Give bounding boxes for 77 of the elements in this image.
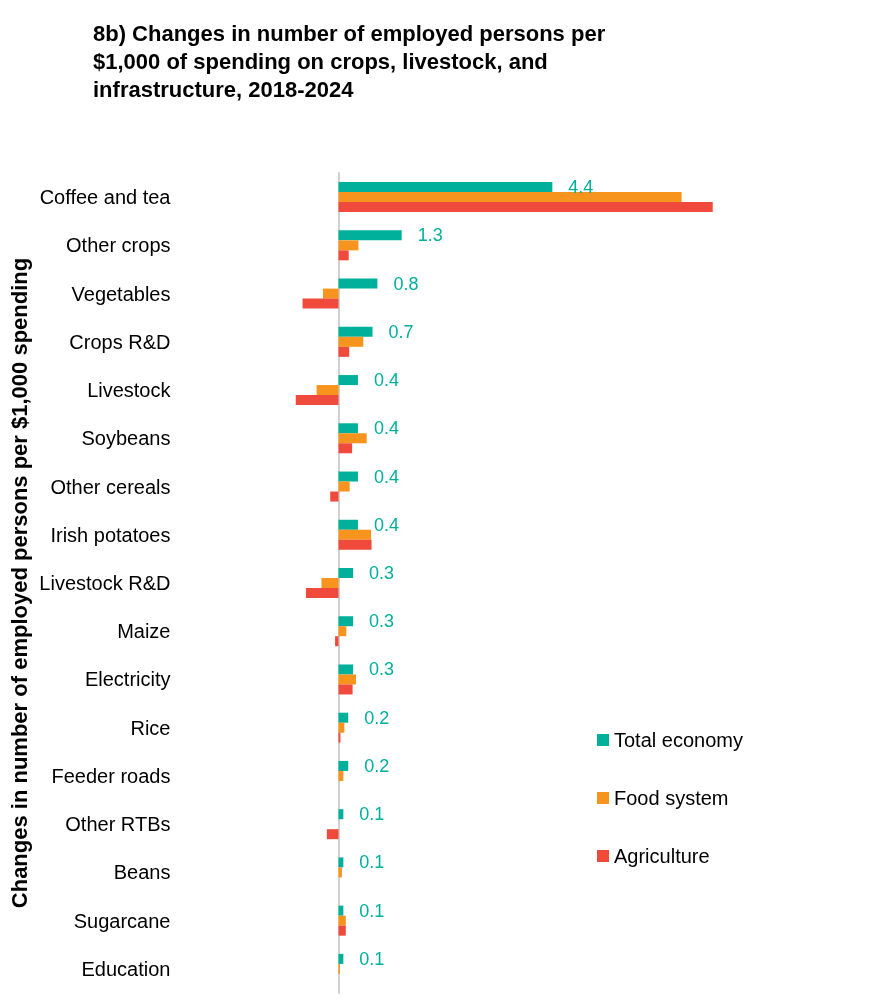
data-label: 0.4 — [373, 514, 399, 535]
bar — [330, 491, 339, 502]
y-tick-label: Beans — [113, 861, 171, 884]
bar — [302, 298, 339, 309]
y-tick-label: Soybeans — [81, 427, 171, 450]
bar — [338, 568, 354, 578]
data-label: 0.4 — [373, 466, 399, 487]
bar — [338, 626, 347, 637]
bar — [338, 760, 349, 771]
y-tick-label: Sugarcane — [73, 909, 171, 932]
y-tick-label: Feeder roads — [51, 764, 171, 787]
bar — [338, 278, 378, 289]
bar — [338, 250, 349, 261]
y-tick-label: Maize — [117, 620, 171, 643]
bar — [295, 395, 339, 406]
bar — [338, 346, 350, 357]
bar — [338, 471, 358, 482]
bar — [338, 336, 364, 347]
bar — [305, 588, 339, 598]
bar — [338, 230, 402, 241]
legend-label: Total economy — [614, 729, 743, 751]
data-label: 0.3 — [369, 611, 395, 632]
data-label: 4.4 — [568, 177, 594, 198]
y-tick-label: Education — [81, 957, 171, 980]
y-tick-label: Other cereals — [50, 475, 171, 498]
bar — [335, 636, 339, 647]
bar — [338, 616, 354, 627]
bar — [338, 674, 356, 685]
bar — [321, 578, 339, 588]
y-tick-label: Other crops — [66, 234, 171, 257]
bar — [338, 240, 359, 251]
bar — [338, 433, 367, 444]
y-tick-label: Crops R&D — [69, 330, 171, 353]
bar — [338, 423, 358, 434]
y-axis-title: Changes in number of employed persons per $1,000 spending — [7, 257, 32, 909]
bar — [338, 925, 346, 936]
bar — [338, 529, 372, 540]
data-label: 0.1 — [359, 900, 385, 921]
y-tick-label: Other RTBs — [65, 813, 171, 836]
bar — [338, 202, 713, 213]
bar — [338, 192, 682, 203]
data-label: 0.8 — [393, 273, 419, 294]
bar — [338, 915, 346, 926]
bar — [338, 326, 373, 337]
y-tick-label: Livestock R&D — [39, 572, 171, 594]
data-label: 0.4 — [373, 418, 399, 439]
y-tick-label: Livestock — [87, 379, 172, 402]
bar — [338, 519, 358, 530]
bar — [326, 829, 339, 840]
data-label: 0.2 — [364, 707, 390, 728]
y-tick-label: Coffee and tea — [39, 186, 172, 209]
y-tick-label: Rice — [130, 716, 171, 739]
data-label: 0.3 — [369, 563, 395, 583]
data-label: 0.1 — [359, 948, 385, 969]
bar — [338, 182, 553, 193]
legend-label: Food system — [614, 787, 729, 809]
y-tick-label: Vegetables — [71, 282, 171, 305]
data-label: 0.7 — [388, 321, 414, 342]
bar — [338, 443, 353, 454]
data-label: 0.1 — [359, 852, 385, 873]
legend-label: Agriculture — [614, 845, 710, 867]
bar — [338, 712, 349, 723]
bar — [338, 375, 358, 386]
bar — [316, 385, 339, 396]
y-tick-label: Electricity — [84, 668, 171, 691]
bar — [322, 288, 339, 299]
data-label: 0.4 — [373, 370, 399, 391]
bar — [338, 481, 350, 492]
data-label: 0.1 — [359, 804, 385, 825]
bar — [338, 684, 353, 695]
y-tick-label: Irish potatoes — [50, 523, 171, 546]
bar — [338, 664, 354, 675]
data-label: 0.2 — [364, 755, 390, 776]
data-label: 1.3 — [417, 225, 443, 246]
chart-title: 8b) Changes in number of employed persons per $1,000 of spending on crops, livestock, and infrastructure, 2018-2024 — [93, 20, 606, 102]
data-label: 0.3 — [369, 659, 395, 680]
bar — [338, 539, 372, 550]
